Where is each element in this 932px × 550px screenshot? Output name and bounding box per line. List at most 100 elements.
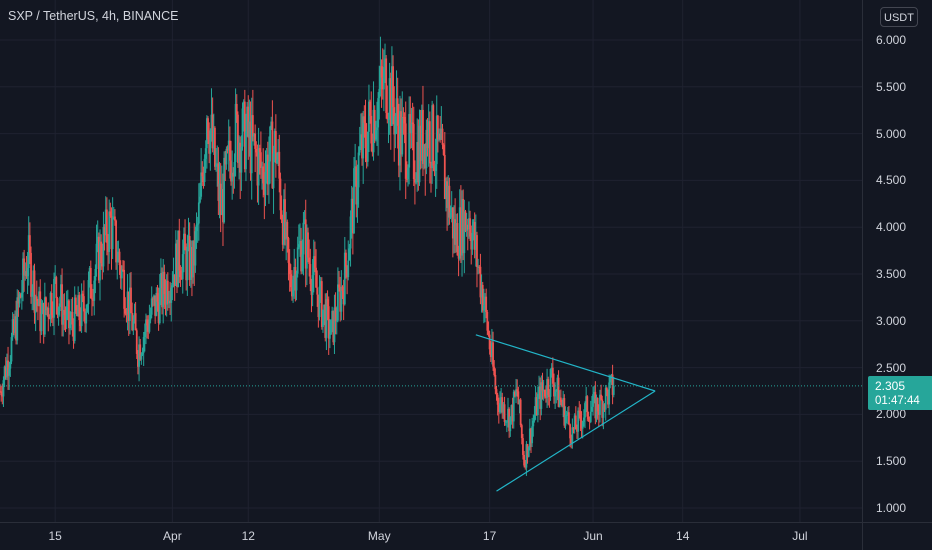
time-axis[interactable]: 15 Apr 12 May 17 Jun 14 Jul xyxy=(0,522,862,550)
candle-body xyxy=(209,130,212,154)
candle-body xyxy=(311,275,314,295)
candle-body xyxy=(134,313,137,331)
candle-body xyxy=(551,367,554,384)
candle-body xyxy=(138,344,140,367)
candle-body xyxy=(286,221,289,239)
candle-body xyxy=(564,415,567,426)
candle-body xyxy=(193,240,196,266)
price-tick-label: 2.000 xyxy=(876,407,907,422)
candle-body xyxy=(11,319,14,338)
candle-body xyxy=(28,235,31,253)
candle-body xyxy=(536,393,539,416)
candle-body xyxy=(180,277,183,280)
candle-body xyxy=(179,270,182,278)
candle-body xyxy=(573,415,576,430)
candle-body xyxy=(226,148,229,151)
candle-body xyxy=(435,115,438,165)
candle-body xyxy=(436,115,439,140)
chart-area[interactable]: SXP / TetherUS, 4h, BINANCE xyxy=(0,0,862,522)
candle-body xyxy=(485,296,488,312)
candle-body xyxy=(284,199,286,240)
candle-body xyxy=(528,428,531,448)
candle-body xyxy=(580,420,583,429)
candle-body xyxy=(135,330,138,354)
candle-body xyxy=(282,199,285,245)
candle-body xyxy=(340,286,343,312)
candle-body xyxy=(127,291,130,321)
candle-body xyxy=(404,123,407,179)
candle-body xyxy=(312,256,315,276)
candle-body xyxy=(73,297,76,341)
symbol-title[interactable]: SXP / TetherUS, 4h, BINANCE xyxy=(8,9,179,23)
candle-body xyxy=(0,391,3,396)
candle-body xyxy=(310,284,313,295)
candle-body xyxy=(522,438,524,455)
candle-body xyxy=(339,287,342,312)
candle-body xyxy=(92,299,94,301)
bar-countdown: 01:47:44 xyxy=(875,395,920,407)
candle-body xyxy=(118,251,121,266)
candle-body xyxy=(248,121,251,138)
candle-body xyxy=(86,304,89,312)
candle-body xyxy=(261,166,263,168)
candle-body xyxy=(415,180,417,183)
candle-body xyxy=(212,127,215,149)
candle-body xyxy=(399,111,401,166)
candle-body xyxy=(453,219,455,239)
candle-body xyxy=(571,427,574,443)
candle-body xyxy=(274,131,277,163)
candle-body xyxy=(394,116,397,135)
candle-body xyxy=(407,167,409,180)
candle-body xyxy=(410,122,413,134)
candle-body xyxy=(348,248,351,261)
candle-body xyxy=(85,311,88,324)
candle-body xyxy=(608,382,611,405)
candle-body xyxy=(548,395,551,397)
candle-body xyxy=(476,235,478,267)
candle-body xyxy=(265,154,268,172)
candle-body xyxy=(558,397,561,407)
time-tick-label: 12 xyxy=(241,529,255,543)
candle-body xyxy=(123,269,126,309)
candle-body xyxy=(611,374,614,395)
candle-body xyxy=(150,298,153,315)
candle-body xyxy=(597,411,600,415)
candle-body xyxy=(592,394,594,407)
price-tick-label: 3.000 xyxy=(876,313,907,328)
candle-body xyxy=(417,142,420,183)
candle-body xyxy=(143,331,146,338)
candle-body xyxy=(531,426,534,444)
time-tick-label: Jun xyxy=(583,529,603,543)
candle-body xyxy=(520,425,523,439)
candlestick-plot[interactable] xyxy=(0,0,862,522)
candle-body xyxy=(287,238,290,263)
candle-body xyxy=(181,254,184,280)
candle-body xyxy=(176,243,178,288)
candle-body xyxy=(122,269,124,271)
candle-body xyxy=(545,396,547,398)
candle-body xyxy=(46,307,49,311)
candle-body xyxy=(433,165,436,171)
currency-button[interactable]: USDT xyxy=(880,7,918,27)
candle-body xyxy=(132,321,135,331)
candle-body xyxy=(402,116,405,118)
candle-body xyxy=(308,257,311,265)
candle-body xyxy=(130,287,132,313)
candle-body xyxy=(58,303,61,307)
candle-body xyxy=(315,267,317,288)
candle-body xyxy=(114,216,116,221)
candle-body xyxy=(297,244,300,248)
candle-body xyxy=(510,405,513,417)
candle-body xyxy=(605,387,608,391)
candle-body xyxy=(438,133,440,140)
candle-body xyxy=(518,399,521,405)
candle-body xyxy=(362,116,365,159)
candle-body xyxy=(577,410,580,432)
candle-body xyxy=(227,140,230,151)
trendline xyxy=(496,390,656,492)
candle-body xyxy=(486,311,489,331)
candle-body xyxy=(201,172,204,177)
price-axis[interactable]: 6.000 5.500 5.000 4.500 4.000 3.500 3.000 2.500… xyxy=(862,0,932,522)
candle-body xyxy=(401,116,404,155)
candle-body xyxy=(601,399,604,418)
